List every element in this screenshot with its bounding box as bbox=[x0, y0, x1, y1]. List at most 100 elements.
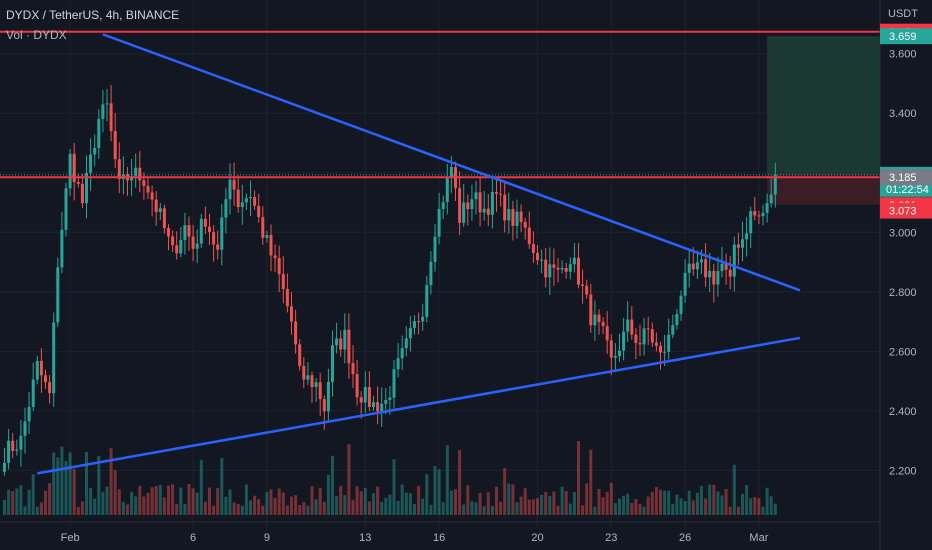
candle-body bbox=[290, 306, 293, 322]
candle-body bbox=[601, 321, 605, 327]
position-tool[interactable] bbox=[767, 36, 880, 205]
candle-body bbox=[741, 239, 744, 248]
candle-body bbox=[11, 440, 15, 451]
price-axis[interactable]: 2.2002.4002.6002.8003.0003.2003.4003.600… bbox=[879, 0, 932, 550]
candle-body bbox=[499, 193, 503, 195]
candle-body bbox=[540, 259, 544, 261]
volume-bar bbox=[56, 457, 60, 515]
candle-body bbox=[470, 199, 474, 210]
candle-body bbox=[64, 188, 68, 230]
volume-bar bbox=[249, 500, 252, 515]
volume-bar bbox=[244, 484, 248, 515]
trendline bbox=[37, 336, 801, 475]
candle-body bbox=[593, 314, 597, 326]
volume-bar bbox=[257, 499, 261, 515]
candle-body bbox=[408, 327, 412, 339]
candle-body bbox=[396, 358, 400, 370]
candle-body bbox=[708, 270, 712, 278]
volume-bar bbox=[531, 499, 535, 515]
volume-bar bbox=[700, 485, 703, 515]
candle-body bbox=[577, 257, 580, 285]
candle-body bbox=[113, 131, 117, 160]
volume-bar bbox=[695, 492, 699, 515]
volume-bar bbox=[68, 452, 72, 515]
volume-bar bbox=[236, 503, 240, 515]
volume-bar bbox=[732, 464, 736, 515]
candle-body bbox=[35, 360, 39, 380]
volume-bar bbox=[19, 485, 23, 515]
volume-bar bbox=[634, 498, 638, 515]
candle-body bbox=[478, 192, 482, 213]
price-tick-label: 3.000 bbox=[889, 227, 917, 239]
candle-body bbox=[753, 211, 757, 216]
candle-body bbox=[105, 103, 109, 105]
volume-bar bbox=[179, 487, 183, 515]
volume-bar bbox=[199, 459, 203, 515]
volume-bar bbox=[154, 485, 158, 515]
volume-bar bbox=[359, 491, 363, 515]
candle-body bbox=[195, 243, 199, 249]
time-axis[interactable]: Feb 6 9 13 16 20 23 26 Mar bbox=[0, 521, 880, 544]
price-tick-label: 2.600 bbox=[889, 346, 917, 358]
volume-indicator-label[interactable]: Vol · DYDX bbox=[6, 28, 67, 42]
volume-bar bbox=[667, 490, 671, 515]
volume-bar bbox=[363, 487, 367, 515]
volume-bar bbox=[195, 492, 199, 515]
volume-bar bbox=[413, 504, 416, 515]
time-tick-label: Feb bbox=[61, 532, 80, 544]
volume-bar bbox=[757, 498, 761, 515]
candle-body bbox=[23, 421, 27, 436]
volume-bar bbox=[449, 490, 453, 515]
volume-bar bbox=[753, 497, 757, 515]
candle-body bbox=[302, 365, 306, 380]
candle-body bbox=[613, 355, 617, 358]
volume-bar bbox=[445, 445, 449, 515]
volume-bar bbox=[544, 492, 548, 515]
horizontal-lines[interactable] bbox=[0, 30, 880, 179]
volume-bar bbox=[527, 499, 531, 515]
candle-body bbox=[335, 338, 339, 346]
candle-body bbox=[700, 259, 703, 263]
volume-bar bbox=[736, 506, 740, 515]
volume-bar bbox=[622, 495, 626, 515]
volume-bar bbox=[671, 504, 675, 515]
volume-bar bbox=[773, 503, 777, 515]
candle-body bbox=[581, 284, 585, 286]
volume-bar bbox=[601, 497, 605, 515]
volume-bar bbox=[93, 498, 97, 515]
volume-bar bbox=[203, 501, 207, 515]
candle-body bbox=[15, 449, 19, 451]
trendlines[interactable] bbox=[37, 33, 801, 475]
candle-body bbox=[257, 205, 261, 218]
volume-bar bbox=[503, 468, 507, 515]
volume-bar bbox=[335, 495, 339, 515]
volume-bar bbox=[322, 502, 326, 515]
candle-body bbox=[515, 211, 519, 226]
candle-body bbox=[650, 329, 654, 343]
volume-bar bbox=[347, 444, 351, 515]
candle-body bbox=[322, 399, 326, 412]
price-badge bbox=[880, 28, 932, 45]
candle-body bbox=[7, 440, 11, 463]
volume-bar bbox=[142, 496, 146, 515]
candle-body bbox=[531, 244, 535, 253]
volume-bar bbox=[187, 484, 191, 515]
candle-body bbox=[675, 313, 679, 326]
volume-bar bbox=[158, 484, 162, 515]
candle-body bbox=[523, 221, 527, 228]
candle-body bbox=[634, 334, 638, 343]
candle-body bbox=[671, 325, 675, 335]
candle-body bbox=[56, 267, 60, 323]
symbol-title[interactable]: DYDX / TetherUS, 4h, BINANCE bbox=[6, 8, 180, 22]
candle-body bbox=[48, 382, 52, 394]
volume-bar bbox=[265, 491, 269, 515]
candle-body bbox=[117, 159, 121, 180]
candle-body bbox=[667, 334, 671, 352]
candles[interactable] bbox=[3, 85, 777, 476]
candle-body bbox=[376, 402, 380, 412]
candle-body bbox=[331, 345, 334, 382]
volume-bar bbox=[429, 504, 433, 515]
candle-body bbox=[745, 233, 749, 240]
candle-body bbox=[474, 192, 478, 200]
